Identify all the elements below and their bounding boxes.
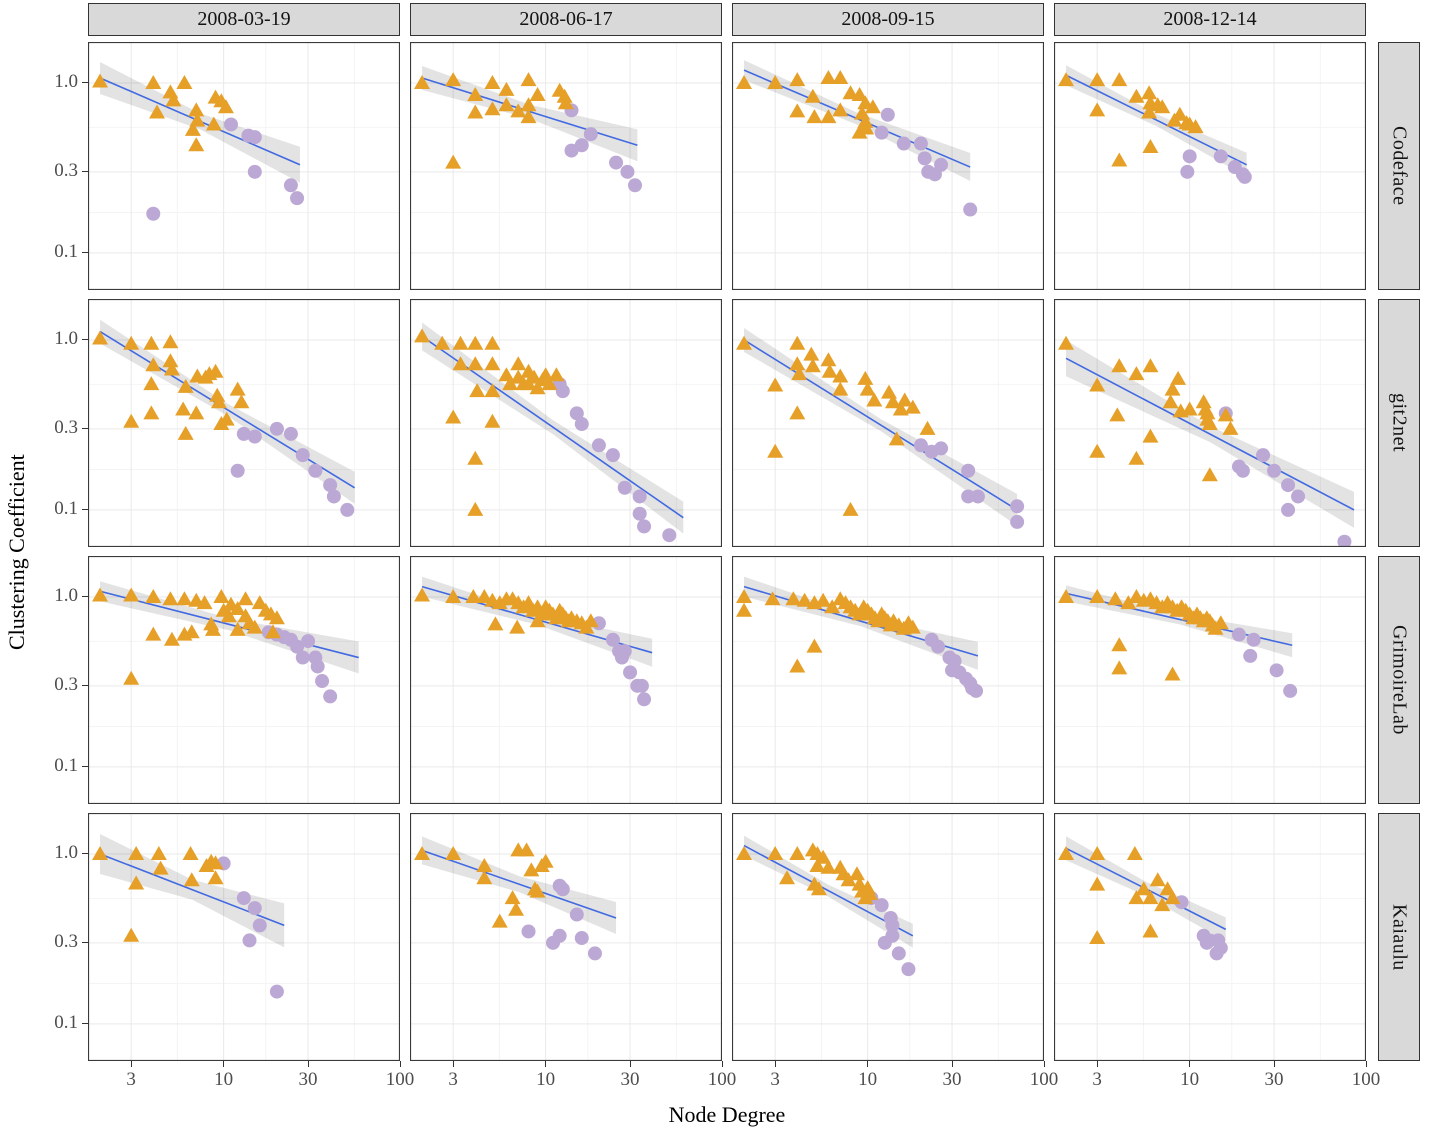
- facet-panel-kaiaulu-2008-09-15: [732, 813, 1044, 1061]
- facet-panel-kaiaulu-2008-03-19: [88, 813, 400, 1061]
- x-tick-label: 3: [770, 1069, 780, 1090]
- x-tick-mark: [721, 1061, 723, 1067]
- y-tick-mark: [82, 339, 88, 341]
- x-tick-label: 10: [214, 1069, 234, 1090]
- facet-panel-kaiaulu-2008-06-17: [410, 813, 722, 1061]
- y-tick-label: 1.0: [54, 841, 78, 863]
- facet-strip-project-4-label: Kaiaulu: [1388, 903, 1411, 971]
- facet-strip-date-2-label: 2008-06-17: [519, 8, 613, 30]
- x-tick-mark: [223, 1061, 225, 1067]
- facet-strip-project-3: GrimoireLab: [1378, 556, 1420, 804]
- x-tick-label: 3: [448, 1069, 458, 1090]
- facet-panel-kaiaulu-2008-12-14: [1054, 813, 1366, 1061]
- y-tick-label: 0.1: [54, 240, 78, 262]
- facet-panel-grimoirelab-2008-06-17: [410, 556, 722, 804]
- facet-strip-date-1-label: 2008-03-19: [197, 8, 291, 30]
- facet-strip-date-4: 2008-12-14: [1054, 3, 1366, 36]
- facet-strip-project-2-label: git2net: [1388, 393, 1411, 453]
- x-tick-label: 10: [536, 1069, 556, 1090]
- y-tick-label: 0.3: [54, 930, 78, 952]
- x-axis-title: Node Degree: [668, 1102, 786, 1127]
- y-tick-mark: [82, 171, 88, 173]
- y-tick-label: 0.1: [54, 1011, 78, 1033]
- x-tick-mark: [452, 1061, 454, 1067]
- x-tick-mark: [130, 1061, 132, 1067]
- facet-strip-date-4-label: 2008-12-14: [1163, 8, 1257, 30]
- y-tick-mark: [82, 1023, 88, 1025]
- facet-strip-project-1-label: Codeface: [1388, 126, 1411, 206]
- x-tick-label: 100: [385, 1069, 415, 1090]
- x-tick-label: 30: [1264, 1069, 1284, 1090]
- x-tick-mark: [1043, 1061, 1045, 1067]
- facet-panel-git2net-2008-12-14: [1054, 299, 1366, 547]
- facet-panel-grimoirelab-2008-09-15: [732, 556, 1044, 804]
- x-tick-label: 100: [1351, 1069, 1381, 1090]
- facet-strip-date-2: 2008-06-17: [410, 3, 722, 36]
- facet-strip-project-1: Codeface: [1378, 42, 1420, 290]
- x-tick-label: 30: [620, 1069, 640, 1090]
- y-tick-label: 1.0: [54, 327, 78, 349]
- facet-panel-grimoirelab-2008-03-19: [88, 556, 400, 804]
- y-tick-mark: [82, 685, 88, 687]
- facet-panel-git2net-2008-09-15: [732, 299, 1044, 547]
- facet-strip-project-3-label: GrimoireLab: [1388, 625, 1411, 735]
- y-axis-title: Clustering Coefficient: [4, 454, 29, 650]
- x-tick-label: 100: [707, 1069, 737, 1090]
- y-tick-mark: [82, 853, 88, 855]
- x-tick-mark: [545, 1061, 547, 1067]
- x-tick-label: 10: [1180, 1069, 1200, 1090]
- y-tick-mark: [82, 509, 88, 511]
- facet-strip-date-3: 2008-09-15: [732, 3, 1044, 36]
- x-tick-mark: [629, 1061, 631, 1067]
- x-tick-label: 30: [942, 1069, 962, 1090]
- facet-panel-git2net-2008-03-19: [88, 299, 400, 547]
- x-tick-mark: [1189, 1061, 1191, 1067]
- x-tick-mark: [867, 1061, 869, 1067]
- facet-panel-codeface-2008-03-19: [88, 42, 400, 290]
- y-tick-mark: [82, 252, 88, 254]
- y-tick-mark: [82, 596, 88, 598]
- x-tick-mark: [951, 1061, 953, 1067]
- x-tick-mark: [1096, 1061, 1098, 1067]
- y-tick-mark: [82, 82, 88, 84]
- y-tick-label: 0.3: [54, 673, 78, 695]
- y-tick-mark: [82, 428, 88, 430]
- x-tick-mark: [774, 1061, 776, 1067]
- y-tick-label: 0.1: [54, 754, 78, 776]
- x-tick-mark: [307, 1061, 309, 1067]
- y-tick-label: 1.0: [54, 584, 78, 606]
- x-tick-mark: [399, 1061, 401, 1067]
- facet-panel-git2net-2008-06-17: [410, 299, 722, 547]
- y-tick-label: 1.0: [54, 70, 78, 92]
- x-tick-mark: [1365, 1061, 1367, 1067]
- x-tick-mark: [1273, 1061, 1275, 1067]
- x-tick-label: 3: [1092, 1069, 1102, 1090]
- y-tick-label: 0.3: [54, 159, 78, 181]
- facet-panel-codeface-2008-09-15: [732, 42, 1044, 290]
- facet-strip-project-2: git2net: [1378, 299, 1420, 547]
- facet-strip-date-1: 2008-03-19: [88, 3, 400, 36]
- y-tick-mark: [82, 766, 88, 768]
- facet-panel-grimoirelab-2008-12-14: [1054, 556, 1366, 804]
- y-tick-label: 0.1: [54, 497, 78, 519]
- facet-strip-project-4: Kaiaulu: [1378, 813, 1420, 1061]
- x-tick-label: 10: [858, 1069, 878, 1090]
- x-tick-label: 100: [1029, 1069, 1059, 1090]
- y-tick-mark: [82, 942, 88, 944]
- x-tick-label: 3: [126, 1069, 136, 1090]
- facet-panel-codeface-2008-06-17: [410, 42, 722, 290]
- facet-strip-date-3-label: 2008-09-15: [841, 8, 935, 30]
- x-tick-label: 30: [298, 1069, 318, 1090]
- y-tick-label: 0.3: [54, 416, 78, 438]
- facet-panel-codeface-2008-12-14: [1054, 42, 1366, 290]
